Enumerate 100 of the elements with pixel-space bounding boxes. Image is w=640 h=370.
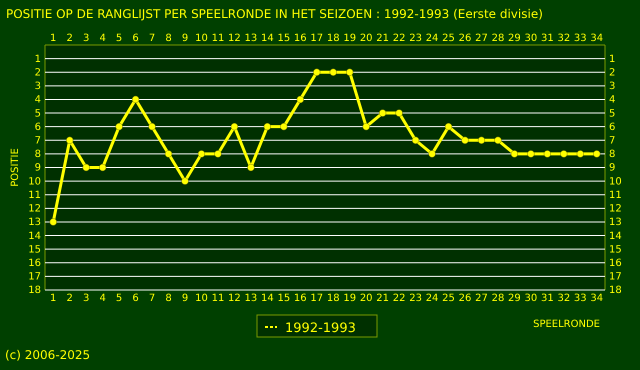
x-tick-label: 26 <box>458 33 472 44</box>
point <box>444 123 452 130</box>
y-tick-label: 2 <box>34 67 41 78</box>
y2-tick-label: 14 <box>609 230 622 242</box>
y2-tick-label: 2 <box>609 67 616 78</box>
point <box>230 123 238 130</box>
point <box>379 109 386 117</box>
x2-tick-label: 24 <box>426 293 438 304</box>
x-tick-label: 20 <box>360 33 373 44</box>
x-tick-label: 8 <box>165 33 172 44</box>
x2-tick-label: 15 <box>277 293 290 304</box>
point <box>576 150 584 158</box>
point <box>198 150 206 158</box>
point <box>99 164 106 172</box>
x-tick-label: 19 <box>343 33 356 44</box>
point <box>428 150 436 158</box>
x2-tick-label: 11 <box>212 293 224 304</box>
point <box>362 123 370 130</box>
x2-tick-label: 7 <box>148 293 156 304</box>
point <box>560 150 568 158</box>
x-tick-label: 9 <box>182 33 188 44</box>
x2-tick-label: 32 <box>557 293 570 304</box>
x-tick-label: 11 <box>212 33 224 44</box>
x2-tick-label: 13 <box>244 293 258 304</box>
y-tick-label: 14 <box>28 230 41 242</box>
y-axis-title: POSITIE <box>10 148 21 187</box>
x2-tick-label: 8 <box>165 293 172 304</box>
point <box>280 123 288 130</box>
legend-label: 1992-1993 <box>285 321 356 336</box>
x-tick-label: 15 <box>277 33 290 44</box>
y-tick-label: 10 <box>28 176 41 188</box>
x2-tick-label: 29 <box>508 293 521 304</box>
x2-tick-label: 19 <box>343 293 356 304</box>
point <box>181 177 189 185</box>
y-tick-label: 5 <box>34 108 41 120</box>
x2-tick-label: 28 <box>492 293 504 304</box>
y-tick-label: 15 <box>28 244 41 256</box>
y-tick-label: 12 <box>28 204 41 215</box>
y2-tick-label: 15 <box>609 244 622 256</box>
x-tick-label: 6 <box>132 33 139 44</box>
x2-tick-label: 14 <box>260 293 274 304</box>
point <box>412 136 420 144</box>
point <box>115 123 123 130</box>
y-tick-label: 13 <box>28 217 41 228</box>
point <box>164 150 172 158</box>
point <box>132 96 140 104</box>
x-tick-label: 3 <box>82 33 90 44</box>
point <box>494 136 502 144</box>
x2-tick-label: 2 <box>66 293 73 304</box>
point <box>395 109 403 117</box>
y2-tick-label: 4 <box>609 94 616 106</box>
x2-tick-label: 21 <box>376 293 390 304</box>
x2-tick-label: 27 <box>475 293 488 304</box>
x-tick-label: 28 <box>492 33 504 44</box>
x-tick-label: 13 <box>244 33 258 44</box>
point <box>50 218 57 226</box>
x2-tick-label: 30 <box>524 293 538 304</box>
y2-tick-label: 1 <box>609 54 616 65</box>
x2-tick-label: 10 <box>195 293 208 304</box>
x-tick-label: 4 <box>99 33 106 44</box>
point <box>510 150 518 158</box>
y2-tick-label: 13 <box>609 217 622 228</box>
y-tick-label: 3 <box>34 81 41 92</box>
x-tick-label: 24 <box>426 33 438 44</box>
x-tick-label: 21 <box>376 33 390 44</box>
x-tick-label: 25 <box>442 33 455 44</box>
x2-tick-label: 9 <box>182 293 188 304</box>
x2-tick-label: 3 <box>82 293 90 304</box>
x-tick-label: 27 <box>475 33 488 44</box>
point <box>544 150 551 158</box>
y-tick-label: 9 <box>34 162 41 174</box>
y2-tick-label: 12 <box>609 204 622 215</box>
x2-tick-label: 25 <box>442 293 455 304</box>
x2-tick-label: 34 <box>590 293 604 304</box>
x2-tick-label: 20 <box>360 293 373 304</box>
y-tick-label: 11 <box>28 190 41 201</box>
y2-tick-label: 16 <box>609 258 622 269</box>
x-tick-label: 2 <box>66 33 73 44</box>
point <box>330 68 337 76</box>
x-tick-label: 7 <box>148 33 156 44</box>
x-tick-label: 10 <box>195 33 208 44</box>
x-tick-label: 14 <box>260 33 274 44</box>
x-tick-label: 32 <box>557 33 570 44</box>
x2-tick-label: 33 <box>574 293 587 304</box>
y-tick-label: 18 <box>28 285 41 296</box>
y-tick-label: 1 <box>34 54 41 65</box>
x-tick-label: 1 <box>50 33 56 44</box>
point <box>313 68 320 76</box>
y-tick-label: 6 <box>34 122 41 133</box>
x-tick-label: 33 <box>574 33 587 44</box>
x2-tick-label: 1 <box>50 293 56 304</box>
x-tick-label: 17 <box>310 33 324 44</box>
x2-tick-label: 17 <box>310 293 324 304</box>
y2-tick-label: 9 <box>609 162 616 174</box>
x-axis-title: SPEELRONDE <box>533 319 600 330</box>
x-tick-label: 5 <box>116 33 122 44</box>
point <box>66 136 74 144</box>
x-tick-label: 23 <box>409 33 422 44</box>
y2-tick-label: 7 <box>609 135 616 146</box>
x2-tick-label: 22 <box>392 293 406 304</box>
